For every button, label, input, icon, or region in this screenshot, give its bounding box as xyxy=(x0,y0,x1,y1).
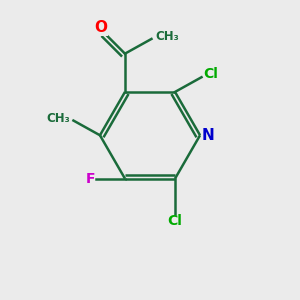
Text: CH₃: CH₃ xyxy=(46,112,70,125)
Text: CH₃: CH₃ xyxy=(155,30,179,43)
Text: F: F xyxy=(85,172,95,186)
Text: Cl: Cl xyxy=(203,67,218,81)
Text: O: O xyxy=(94,20,107,35)
Text: Cl: Cl xyxy=(168,214,182,228)
Text: N: N xyxy=(202,128,215,143)
